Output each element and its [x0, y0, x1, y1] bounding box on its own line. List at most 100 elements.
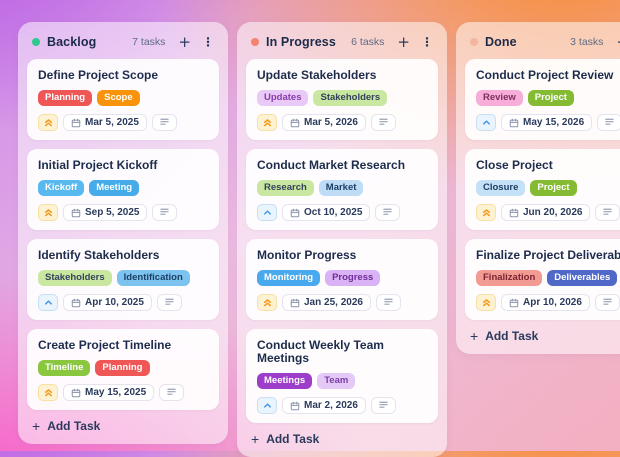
- card-meta-row: Apr 10, 2025: [38, 294, 208, 311]
- due-date-chip: Sep 5, 2025: [63, 204, 148, 221]
- card-meta-row: Jan 25, 2026: [257, 294, 427, 311]
- card-list: Conduct Project Review Review Project May 1…: [465, 59, 620, 320]
- column-title: Done: [485, 35, 517, 49]
- notes-lines-icon: [383, 297, 394, 309]
- tag: Planning: [95, 360, 150, 376]
- due-date-chip: Mar 5, 2026: [282, 114, 366, 131]
- notes-chip: [595, 204, 620, 221]
- notes-chip: [159, 384, 185, 401]
- tag: Kickoff: [38, 180, 85, 196]
- priority-high-icon: [257, 114, 277, 131]
- card-meta-row: Jun 20, 2026: [476, 204, 620, 221]
- task-title: Identify Stakeholders: [38, 248, 160, 262]
- task-card[interactable]: Monitor Progress Monitoring Progress Jan 25…: [246, 239, 438, 320]
- tag: Team: [317, 373, 356, 389]
- due-date-chip: Apr 10, 2026: [501, 294, 590, 311]
- notes-chip: [156, 294, 182, 311]
- notes-chip: [152, 204, 178, 221]
- priority-medium-icon: [476, 114, 496, 131]
- add-card-plus-icon[interactable]: +: [616, 35, 620, 50]
- task-title: Conduct Weekly Team Meetings: [257, 338, 384, 365]
- notes-lines-icon: [159, 117, 170, 129]
- due-date-chip: Oct 10, 2025: [282, 204, 371, 221]
- card-meta-row: Oct 10, 2025: [257, 204, 427, 221]
- priority-high-icon: [476, 294, 496, 311]
- task-card[interactable]: Conduct Weekly Team Meetings Meetings Team…: [246, 329, 438, 423]
- tag: Meeting: [89, 180, 140, 196]
- notes-lines-icon: [604, 117, 615, 129]
- task-title: Finalize Project Deliverables: [476, 248, 620, 262]
- add-task-button[interactable]: + Add Task: [465, 320, 620, 346]
- task-title: Define Project Scope: [38, 68, 159, 82]
- add-task-label: Add Task: [266, 432, 320, 446]
- task-card[interactable]: Finalize Project Deliverables Finalizatio…: [465, 239, 620, 320]
- task-title: Conduct Market Research: [257, 158, 406, 172]
- task-card[interactable]: Create Project Timeline Timeline Planning M…: [27, 329, 219, 410]
- calendar-icon: [71, 298, 81, 308]
- tag-list: Planning Scope: [38, 90, 208, 106]
- calendar-icon: [71, 208, 81, 218]
- column-header: Backlog 7 tasks + ⋮: [27, 31, 219, 59]
- tag-list: Timeline Planning: [38, 360, 208, 376]
- task-card[interactable]: Initial Project Kickoff Kickoff Meeting Sep…: [27, 149, 219, 230]
- tag: Monitoring: [257, 270, 321, 286]
- notes-lines-icon: [382, 207, 393, 219]
- tag-list: Stakeholders Identification: [38, 270, 208, 286]
- calendar-icon: [509, 208, 519, 218]
- tag: Meetings: [257, 373, 313, 389]
- tag-list: Updates Stakeholders: [257, 90, 427, 106]
- notes-chip: [597, 114, 620, 131]
- notes-lines-icon: [378, 117, 389, 129]
- kanban-column: In Progress 6 tasks + ⋮ Update Stakeholders U…: [237, 22, 447, 457]
- due-date-chip: Jun 20, 2026: [501, 204, 591, 221]
- tag: Updates: [257, 90, 309, 106]
- plus-icon: +: [470, 328, 479, 344]
- column-menu-kebab-icon[interactable]: ⋮: [421, 35, 433, 49]
- notes-lines-icon: [378, 400, 389, 412]
- due-date-chip: May 15, 2026: [501, 114, 593, 131]
- due-date-label: Apr 10, 2026: [523, 297, 582, 308]
- priority-high-icon: [38, 204, 58, 221]
- priority-high-icon: [38, 114, 58, 131]
- add-task-button[interactable]: + Add Task: [246, 423, 438, 449]
- kanban-column: Backlog 7 tasks + ⋮ Define Project Scope Plan…: [18, 22, 228, 444]
- due-date-label: Mar 2, 2026: [304, 400, 358, 411]
- tag: Timeline: [38, 360, 91, 376]
- tag-list: Meetings Team: [257, 373, 427, 389]
- priority-medium-icon: [38, 294, 58, 311]
- add-card-plus-icon[interactable]: +: [397, 33, 410, 51]
- tag: Scope: [97, 90, 140, 106]
- add-task-button[interactable]: + Add Task: [27, 410, 219, 436]
- task-card[interactable]: Conduct Market Research Research Market Oct…: [246, 149, 438, 230]
- notes-chip: [375, 294, 401, 311]
- tag-list: Finalization Deliverables: [476, 270, 620, 286]
- column-header: In Progress 6 tasks + ⋮: [246, 31, 438, 59]
- task-title: Close Project: [476, 158, 553, 172]
- column-task-count: 7 tasks: [132, 36, 166, 48]
- task-card[interactable]: Define Project Scope Planning Scope Mar 5, …: [27, 59, 219, 140]
- calendar-icon: [290, 208, 300, 218]
- calendar-icon: [71, 388, 81, 398]
- card-meta-row: Mar 2, 2026: [257, 397, 427, 414]
- due-date-label: Apr 10, 2025: [85, 297, 144, 308]
- task-card[interactable]: Update Stakeholders Updates Stakeholders Ma…: [246, 59, 438, 140]
- column-title: Backlog: [47, 35, 97, 49]
- tag: Finalization: [476, 270, 543, 286]
- card-meta-row: May 15, 2026: [476, 114, 620, 131]
- task-card[interactable]: Conduct Project Review Review Project May 1…: [465, 59, 620, 140]
- notes-lines-icon: [159, 207, 170, 219]
- column-menu-kebab-icon[interactable]: ⋮: [202, 35, 214, 49]
- due-date-label: May 15, 2026: [523, 117, 585, 128]
- task-card[interactable]: Identify Stakeholders Stakeholders Identif…: [27, 239, 219, 320]
- due-date-label: Mar 5, 2026: [304, 117, 358, 128]
- priority-medium-icon: [257, 397, 277, 414]
- notes-lines-icon: [166, 387, 177, 399]
- calendar-icon: [509, 118, 519, 128]
- tag: Project: [527, 90, 574, 106]
- tag-list: Review Project: [476, 90, 620, 106]
- tag: Planning: [38, 90, 93, 106]
- task-card[interactable]: Close Project Closure Project Jun 20, 2026: [465, 149, 620, 230]
- add-card-plus-icon[interactable]: +: [178, 33, 191, 51]
- tag-list: Kickoff Meeting: [38, 180, 208, 196]
